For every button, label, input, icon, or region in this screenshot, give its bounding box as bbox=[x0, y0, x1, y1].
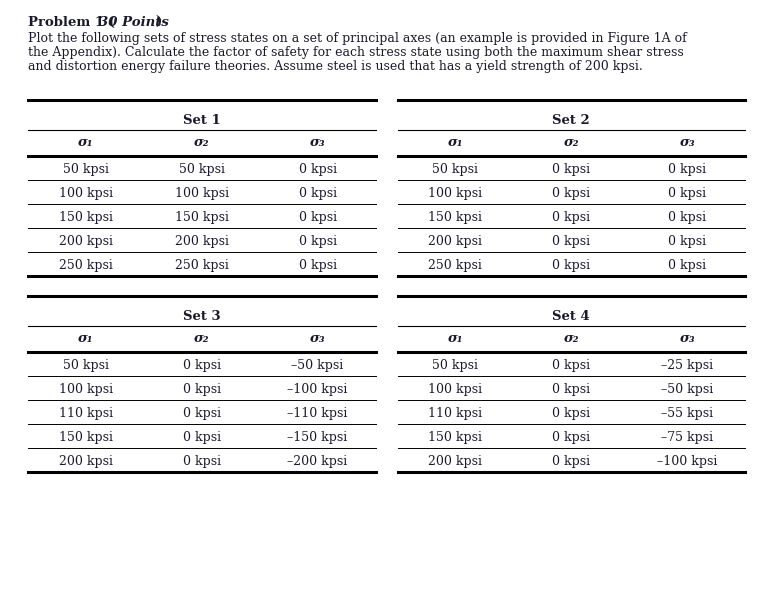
Text: ): ) bbox=[155, 16, 162, 29]
Text: σ₂: σ₂ bbox=[564, 332, 579, 345]
Text: 200 kpsi: 200 kpsi bbox=[428, 455, 482, 468]
Text: –75 kpsi: –75 kpsi bbox=[661, 431, 713, 444]
Text: σ₃: σ₃ bbox=[679, 136, 695, 149]
Text: 0 kpsi: 0 kpsi bbox=[552, 259, 591, 272]
Text: 100 kpsi: 100 kpsi bbox=[59, 383, 113, 396]
Text: 100 kpsi: 100 kpsi bbox=[428, 187, 482, 200]
Text: 200 kpsi: 200 kpsi bbox=[428, 235, 482, 248]
Text: 0 kpsi: 0 kpsi bbox=[298, 259, 337, 272]
Text: σ₁: σ₁ bbox=[78, 136, 94, 149]
Text: Set 3: Set 3 bbox=[183, 310, 220, 323]
Text: 0 kpsi: 0 kpsi bbox=[668, 259, 707, 272]
Text: 0 kpsi: 0 kpsi bbox=[552, 187, 591, 200]
Text: 200 kpsi: 200 kpsi bbox=[59, 455, 113, 468]
Text: 0 kpsi: 0 kpsi bbox=[552, 455, 591, 468]
Text: 0 kpsi: 0 kpsi bbox=[552, 235, 591, 248]
Text: 0 kpsi: 0 kpsi bbox=[668, 235, 707, 248]
Text: 0 kpsi: 0 kpsi bbox=[668, 211, 707, 224]
Text: –200 kpsi: –200 kpsi bbox=[288, 455, 348, 468]
Text: σ₂: σ₂ bbox=[564, 136, 579, 149]
Text: σ₃: σ₃ bbox=[310, 136, 325, 149]
Text: 110 kpsi: 110 kpsi bbox=[428, 407, 482, 420]
Text: 0 kpsi: 0 kpsi bbox=[298, 235, 337, 248]
Text: 200 kpsi: 200 kpsi bbox=[59, 235, 113, 248]
Text: –50 kpsi: –50 kpsi bbox=[291, 359, 344, 372]
Text: –100 kpsi: –100 kpsi bbox=[657, 455, 717, 468]
Text: –100 kpsi: –100 kpsi bbox=[288, 383, 348, 396]
Text: –150 kpsi: –150 kpsi bbox=[288, 431, 348, 444]
Text: 0 kpsi: 0 kpsi bbox=[182, 359, 221, 372]
Text: 250 kpsi: 250 kpsi bbox=[428, 259, 482, 272]
Text: and distortion energy failure theories. Assume steel is used that has a yield st: and distortion energy failure theories. … bbox=[28, 60, 643, 73]
Text: 50 kpsi: 50 kpsi bbox=[179, 163, 225, 176]
Text: the Appendix). Calculate the factor of safety for each stress state using both t: the Appendix). Calculate the factor of s… bbox=[28, 46, 684, 59]
Text: 0 kpsi: 0 kpsi bbox=[298, 187, 337, 200]
Text: 0 kpsi: 0 kpsi bbox=[552, 431, 591, 444]
Text: 0 kpsi: 0 kpsi bbox=[182, 407, 221, 420]
Text: –50 kpsi: –50 kpsi bbox=[661, 383, 713, 396]
Text: Set 2: Set 2 bbox=[553, 114, 590, 127]
Text: Problem 1 (: Problem 1 ( bbox=[28, 16, 115, 29]
Text: 0 kpsi: 0 kpsi bbox=[182, 431, 221, 444]
Text: 0 kpsi: 0 kpsi bbox=[552, 359, 591, 372]
Text: 0 kpsi: 0 kpsi bbox=[552, 407, 591, 420]
Text: 150 kpsi: 150 kpsi bbox=[59, 431, 113, 444]
Text: 150 kpsi: 150 kpsi bbox=[428, 431, 482, 444]
Text: σ₁: σ₁ bbox=[448, 332, 463, 345]
Text: 100 kpsi: 100 kpsi bbox=[428, 383, 482, 396]
Text: σ₁: σ₁ bbox=[78, 332, 94, 345]
Text: 200 kpsi: 200 kpsi bbox=[175, 235, 229, 248]
Text: 150 kpsi: 150 kpsi bbox=[175, 211, 229, 224]
Text: 150 kpsi: 150 kpsi bbox=[428, 211, 482, 224]
Text: 100 kpsi: 100 kpsi bbox=[59, 187, 113, 200]
Text: 50 kpsi: 50 kpsi bbox=[63, 163, 109, 176]
Text: 110 kpsi: 110 kpsi bbox=[59, 407, 113, 420]
Text: –55 kpsi: –55 kpsi bbox=[661, 407, 713, 420]
Text: 0 kpsi: 0 kpsi bbox=[668, 163, 707, 176]
Text: σ₁: σ₁ bbox=[448, 136, 463, 149]
Text: 50 kpsi: 50 kpsi bbox=[63, 359, 109, 372]
Text: 250 kpsi: 250 kpsi bbox=[59, 259, 113, 272]
Text: 0 kpsi: 0 kpsi bbox=[552, 383, 591, 396]
Text: σ₃: σ₃ bbox=[679, 332, 695, 345]
Text: –110 kpsi: –110 kpsi bbox=[288, 407, 348, 420]
Text: 0 kpsi: 0 kpsi bbox=[552, 211, 591, 224]
Text: σ₂: σ₂ bbox=[194, 136, 209, 149]
Text: 0 kpsi: 0 kpsi bbox=[298, 211, 337, 224]
Text: 0 kpsi: 0 kpsi bbox=[298, 163, 337, 176]
Text: 0 kpsi: 0 kpsi bbox=[552, 163, 591, 176]
Text: Set 4: Set 4 bbox=[553, 310, 590, 323]
Text: 50 kpsi: 50 kpsi bbox=[432, 359, 478, 372]
Text: 30 Points: 30 Points bbox=[99, 16, 169, 29]
Text: 250 kpsi: 250 kpsi bbox=[175, 259, 229, 272]
Text: σ₃: σ₃ bbox=[310, 332, 325, 345]
Text: 0 kpsi: 0 kpsi bbox=[182, 455, 221, 468]
Text: 150 kpsi: 150 kpsi bbox=[59, 211, 113, 224]
Text: Plot the following sets of stress states on a set of principal axes (an example : Plot the following sets of stress states… bbox=[28, 32, 686, 45]
Text: –25 kpsi: –25 kpsi bbox=[661, 359, 713, 372]
Text: 0 kpsi: 0 kpsi bbox=[668, 187, 707, 200]
Text: 100 kpsi: 100 kpsi bbox=[175, 187, 229, 200]
Text: Set 1: Set 1 bbox=[183, 114, 220, 127]
Text: σ₂: σ₂ bbox=[194, 332, 209, 345]
Text: 0 kpsi: 0 kpsi bbox=[182, 383, 221, 396]
Text: 50 kpsi: 50 kpsi bbox=[432, 163, 478, 176]
